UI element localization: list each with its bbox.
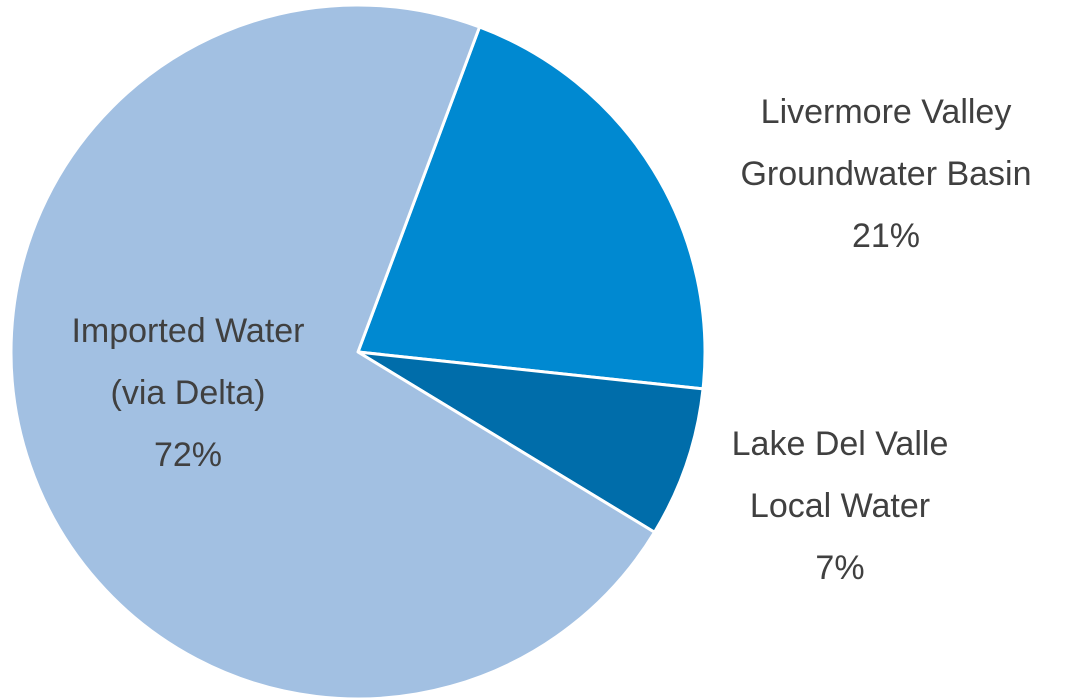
data-label-percent: 21% [852, 217, 920, 255]
data-label-line: Lake Del Valle [732, 425, 949, 463]
pie-label-imported-water: Imported Water (via Delta) 72% [71, 312, 304, 474]
pie-slice-lake-del-valle [356, 350, 705, 534]
pie-label-livermore-valley: Livermore Valley Groundwater Basin 21% [740, 93, 1031, 255]
data-label-line: (via Delta) [111, 374, 266, 412]
data-label-line: Groundwater Basin [740, 155, 1031, 193]
pie-label-lake-del-valle: Lake Del Valle Local Water 7% [732, 425, 949, 587]
pie-slice-imported-water [9, 3, 656, 698]
data-label-percent: 72% [154, 436, 222, 474]
pie-slice-livermore-valley [356, 25, 707, 391]
data-label-percent: 7% [815, 549, 864, 587]
pie-labels: Livermore Valley Groundwater Basin 21% Lake… [71, 93, 1031, 587]
pie-slices [9, 3, 707, 698]
data-label-line: Imported Water [71, 312, 304, 350]
data-label-line: Livermore Valley [761, 93, 1012, 131]
data-label-line: Local Water [750, 487, 930, 525]
